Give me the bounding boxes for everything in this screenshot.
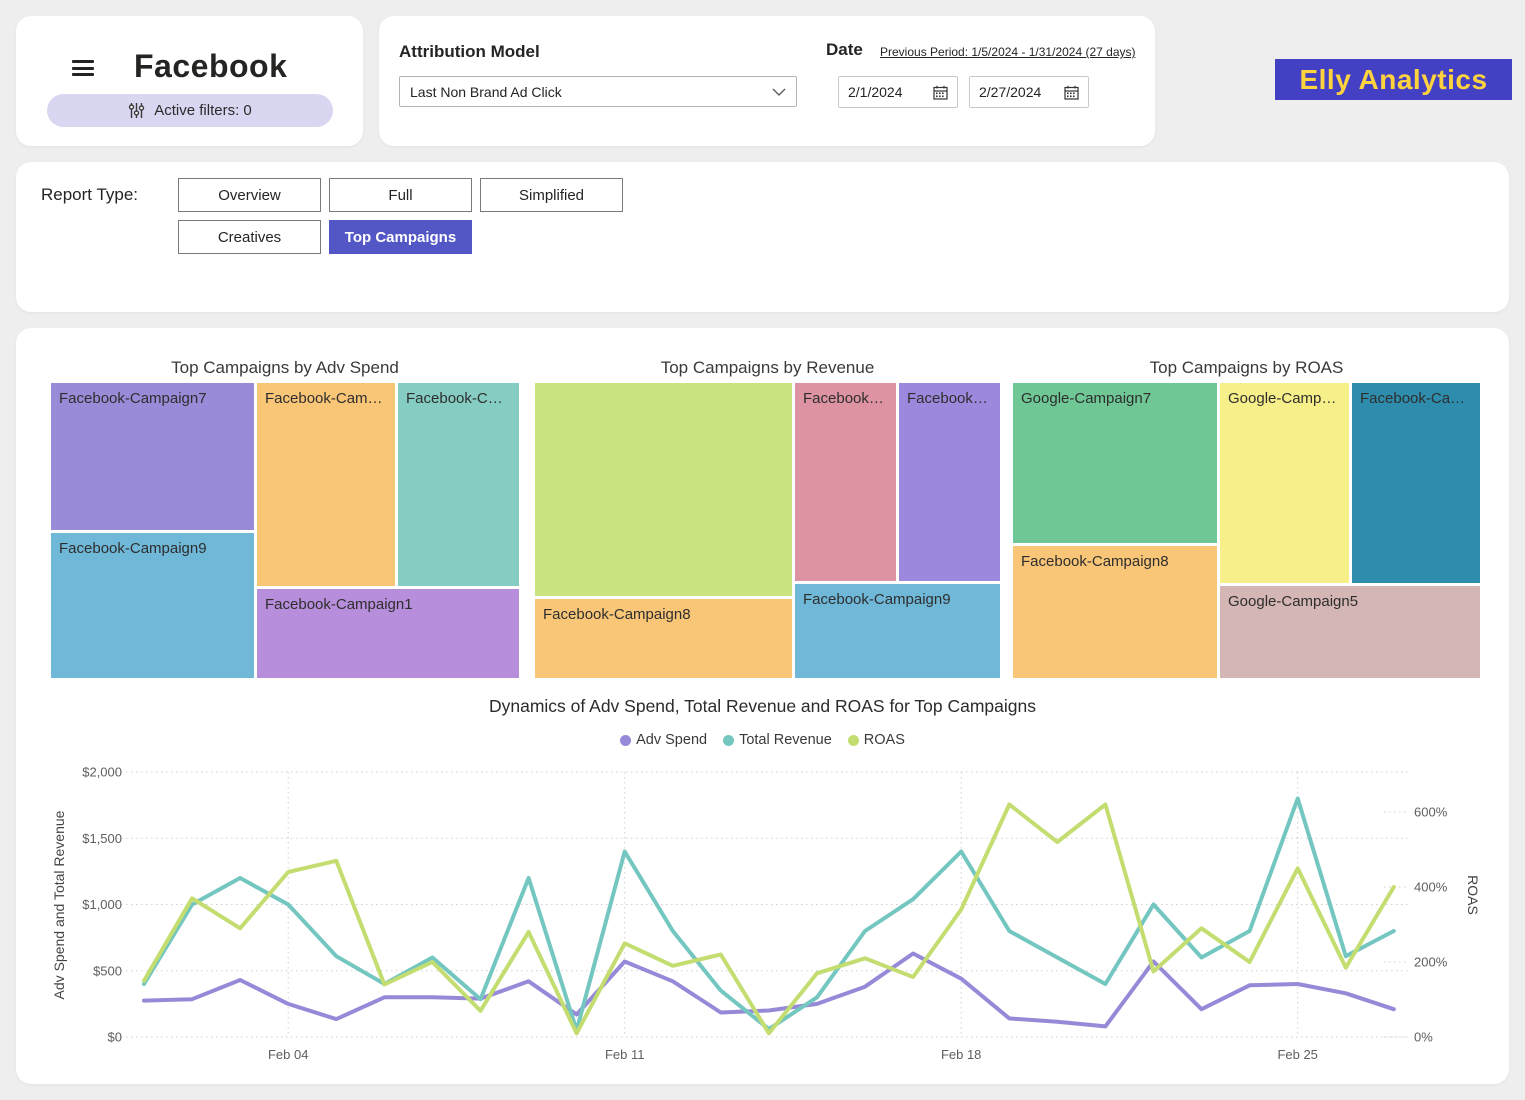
treemap-block-label: Facebook-Campaign8 [1021,553,1169,570]
date-start-input[interactable]: 2/1/2024 [838,76,958,108]
treemap-block[interactable] [535,383,792,596]
report-type-card: Report Type: Overview Full Simplified Creat… [16,162,1509,312]
right-axis-tick: 200% [1414,955,1448,970]
treemap-block[interactable]: Google-Campaign7 [1013,383,1217,543]
series-line-adv-spend[interactable] [142,951,1396,1029]
dashboard-card: Top Campaigns by Adv Spend Facebook-Campa… [16,328,1509,1084]
treemap-title: Top Campaigns by ROAS [1149,358,1344,377]
legend-dot-icon [723,734,735,746]
active-filters-pill[interactable]: Active filters: 0 [47,94,333,127]
treemap-block[interactable]: Google-Camp… [1220,383,1349,583]
line-chart[interactable]: $0 $500 $1,000 $1,500 $2,000 Feb 04 Feb 11 Feb … [16,755,1509,1080]
treemap-block[interactable]: Google-Campaign5 [1220,586,1480,678]
left-axis-title: Adv Spend and Total Revenue [51,810,67,999]
right-axis-tick: 400% [1414,880,1448,895]
treemap-block[interactable]: Facebook-Campaign7 [51,383,254,530]
treemap-block-label: Facebook-Campaign7 [59,390,207,407]
treemap-block-label: Facebook-Campaign8 [543,606,691,623]
treemap-block[interactable]: Facebook… [795,383,896,581]
treemap-block[interactable]: Facebook-Campaign9 [795,584,1000,678]
date-start-value: 2/1/2024 [848,84,903,100]
treemap-block[interactable]: Facebook-Ca… [1352,383,1480,583]
chevron-down-icon [772,88,786,96]
treemap-block-label: Facebook-Ca… [1360,390,1466,407]
date-end-input[interactable]: 2/27/2024 [969,76,1089,108]
right-axis-tick: 0% [1414,1030,1433,1045]
filters-icon [129,103,145,118]
treemap: Facebook-Campaign8 Facebook… Facebook… Face… [535,383,1000,680]
treemap-block-label: Facebook… [803,390,884,407]
active-filters-label: Active filters: 0 [154,102,252,119]
elly-analytics-logo: Elly Analytics [1275,59,1512,100]
treemap-block-label: Facebook-Campaign9 [59,540,207,557]
report-type-button-overview[interactable]: Overview [178,178,321,212]
report-type-button-simplified[interactable]: Simplified [480,178,623,212]
treemap-block-label: Facebook-Cam… [265,390,383,407]
treemap-block-label: Google-Campaign7 [1021,390,1152,407]
attribution-model-select[interactable]: Last Non Brand Ad Click [399,76,797,107]
treemap-block[interactable]: Facebook-Campaign9 [51,533,254,678]
x-axis-tick: Feb 11 [605,1047,645,1062]
treemap-block-label: Google-Camp… [1228,390,1337,407]
controls-card: Attribution Model Last Non Brand Ad Clic… [379,16,1155,146]
x-axis-tick: Feb 25 [1277,1047,1317,1062]
legend-label: Adv Spend [636,732,708,748]
report-type-button-top-campaigns[interactable]: Top Campaigns [329,220,472,254]
x-axis-tick: Feb 04 [268,1047,308,1062]
left-axis-tick: $0 [108,1030,122,1045]
date-label: Date [826,40,863,59]
treemap-block[interactable]: Facebook-Campaign1 [257,589,519,678]
date-end-value: 2/27/2024 [979,84,1042,100]
treemap-block[interactable]: Facebook-C… [398,383,519,586]
left-axis-tick: $1,000 [82,897,122,912]
legend-dot-icon [847,734,859,746]
legend-item[interactable]: Total Revenue [723,732,832,748]
previous-period-link[interactable]: Previous Period: 1/5/2024 - 1/31/2024 (2… [880,45,1136,59]
treemap-title: Top Campaigns by Adv Spend [171,358,399,377]
legend-label: ROAS [863,732,905,748]
legend-item[interactable]: Adv Spend [620,732,707,748]
left-axis-tick: $1,500 [82,831,122,846]
attribution-model-label: Attribution Model [399,42,540,61]
calendar-icon [933,85,948,100]
treemap-block-label: Facebook… [907,390,988,407]
calendar-icon [1064,85,1079,100]
report-type-button-full[interactable]: Full [329,178,472,212]
treemap: Facebook-Campaign7 Facebook-Campaign9 Face… [51,383,519,680]
attribution-model-value: Last Non Brand Ad Click [410,83,562,100]
treemap-block-label: Facebook-Campaign9 [803,591,951,608]
right-axis-title: ROAS [1465,875,1481,915]
treemap-block-label [535,383,792,390]
left-axis-tick: $2,000 [82,765,122,780]
treemap-block[interactable]: Facebook… [899,383,1000,581]
line-chart-title: Dynamics of Adv Spend, Total Revenue and… [488,696,1037,716]
report-type-buttons: Overview Full Simplified Creatives Top Campa… [178,178,638,254]
chart-legend: Adv Spend Total Revenue ROAS [16,732,1509,748]
treemap-block-label: Google-Campaign5 [1228,593,1359,610]
treemap: Google-Campaign7 Facebook-Campaign8 Google… [1013,383,1480,680]
treemap-block[interactable]: Facebook-Cam… [257,383,395,586]
left-axis-tick: $500 [93,963,122,978]
treemap-block[interactable]: Facebook-Campaign8 [535,599,792,678]
series-line-total-revenue[interactable] [142,796,1396,1033]
series-line-roas[interactable] [142,802,1396,1036]
right-axis-tick: 600% [1414,805,1448,820]
legend-label: Total Revenue [739,732,832,748]
treemap-title: Top Campaigns by Revenue [660,358,875,377]
treemap-block[interactable]: Facebook-Campaign8 [1013,546,1217,678]
legend-item[interactable]: ROAS [847,732,905,748]
legend-dot-icon [620,734,632,746]
page-title: Facebook [134,48,288,84]
hamburger-menu-icon[interactable] [72,60,94,76]
report-type-button-creatives[interactable]: Creatives [178,220,321,254]
treemap-block-label: Facebook-Campaign1 [265,596,413,613]
report-type-label: Report Type: [41,185,139,204]
x-axis-tick: Feb 18 [941,1047,981,1062]
treemap-block-label: Facebook-C… [406,390,503,407]
title-card: Facebook Active filters: 0 [16,16,363,146]
